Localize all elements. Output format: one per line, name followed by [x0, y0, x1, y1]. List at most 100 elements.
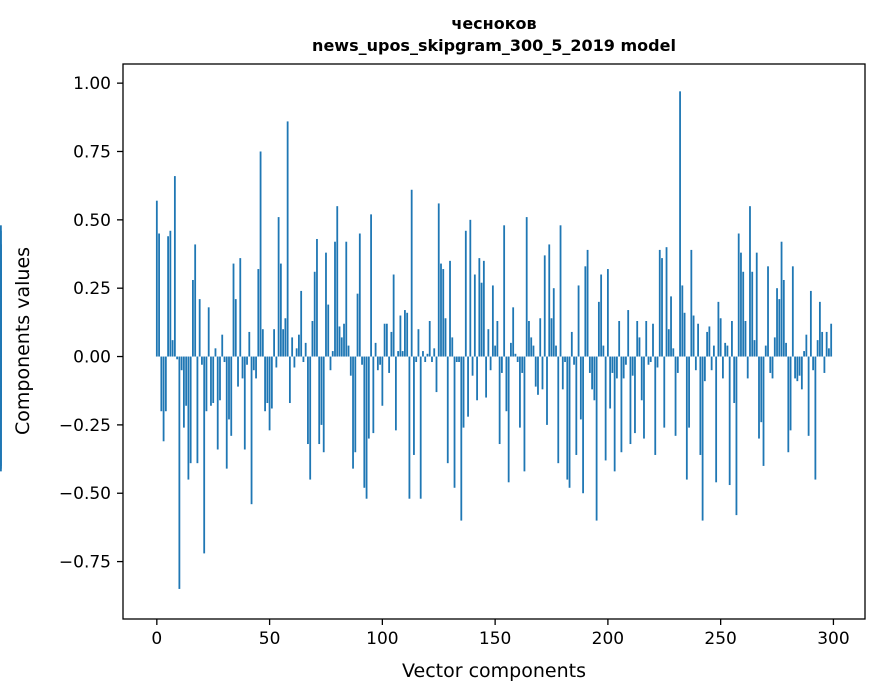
- bar-150: [494, 345, 497, 357]
- y-tick-label: 1.00: [73, 74, 111, 94]
- bar-156: [507, 356, 510, 483]
- bar-122: [431, 356, 433, 363]
- bar-118: [422, 351, 424, 357]
- bar-149: [491, 285, 494, 357]
- bar-16: [192, 279, 194, 357]
- bar-124: [435, 356, 438, 393]
- bar-73: [320, 356, 323, 425]
- bar-250: [719, 318, 722, 357]
- bar-33: [230, 356, 233, 436]
- bar-9: [176, 356, 179, 360]
- bar-216: [643, 356, 645, 439]
- bar-193: [591, 356, 593, 390]
- bar-102: [385, 323, 388, 357]
- bar-200: [606, 269, 609, 357]
- bar-1: [158, 233, 160, 357]
- bar-42: [250, 356, 253, 505]
- bar-43: [252, 356, 255, 371]
- bar-95: [370, 214, 372, 357]
- bar-111: [406, 312, 409, 357]
- bar-132: [453, 356, 456, 488]
- bar-8: [173, 176, 176, 357]
- bar-272: [769, 356, 772, 373]
- bar-266: [755, 252, 758, 357]
- bar-234: [683, 312, 686, 357]
- bar-159: [514, 353, 517, 357]
- bar-289: [807, 356, 810, 436]
- bar-238: [692, 315, 695, 357]
- bar-96: [372, 356, 375, 434]
- bar-131: [451, 337, 454, 357]
- bar-52: [273, 329, 275, 357]
- bar-219: [649, 356, 652, 363]
- bar-210: [629, 356, 632, 445]
- bar-39: [243, 356, 246, 450]
- bar-130: [449, 260, 451, 357]
- bar-133: [455, 356, 458, 363]
- bar-55: [279, 263, 282, 357]
- bar-179: [559, 225, 562, 357]
- bar-263: [749, 206, 751, 357]
- bar-103: [388, 356, 391, 373]
- bar-173: [546, 356, 548, 425]
- bar-32: [228, 356, 230, 420]
- bar-248: [715, 356, 718, 483]
- bar-29: [221, 334, 224, 357]
- bar-34: [232, 263, 235, 357]
- bar-281: [789, 356, 792, 431]
- bar-107: [397, 351, 400, 357]
- bar-83: [343, 323, 345, 357]
- bar-67: [307, 356, 309, 445]
- bar-168: [534, 356, 537, 387]
- bar-177: [555, 345, 557, 357]
- bar-252: [724, 342, 727, 357]
- bar-87: [352, 356, 354, 469]
- bar-287: [803, 351, 805, 357]
- bar-201: [609, 356, 612, 409]
- bar-192: [588, 356, 591, 373]
- bar-46: [259, 151, 262, 357]
- bar-20: [201, 356, 203, 365]
- bar-77: [329, 356, 332, 371]
- bar-255: [731, 321, 733, 357]
- bar-191: [586, 249, 589, 357]
- bar-38: [241, 356, 244, 379]
- bar-188: [579, 356, 582, 420]
- bar-0: [155, 200, 158, 357]
- x-tick-label: 100: [366, 629, 398, 649]
- bar-65: [302, 356, 305, 363]
- bar-286: [800, 356, 803, 390]
- bar-227: [667, 329, 670, 357]
- y-axis-ticks: −0.75 −0.50 −0.25 0.00 0.25 0.50 0.75 1.00: [59, 74, 123, 573]
- bar-280: [787, 356, 790, 453]
- bar-142: [476, 356, 478, 401]
- bar-82: [340, 337, 343, 357]
- bar-18: [196, 356, 199, 464]
- bar-137: [464, 230, 467, 357]
- bar-47: [261, 329, 264, 357]
- bar-66: [304, 342, 307, 357]
- bar-203: [613, 356, 616, 472]
- bar-299: [830, 323, 833, 357]
- bar-221: [654, 356, 657, 455]
- chart-title-line-1: чесноков: [451, 14, 536, 33]
- bar-40: [246, 356, 248, 365]
- bar-259: [740, 252, 742, 357]
- bar-244: [706, 331, 709, 357]
- bar-36: [237, 356, 239, 387]
- bar-275: [776, 288, 778, 357]
- bar-233: [681, 285, 684, 357]
- bar-31: [225, 356, 228, 469]
- bar-205: [618, 321, 621, 357]
- bar-146: [485, 356, 487, 398]
- bar-6: [169, 230, 172, 357]
- bar-41: [248, 331, 251, 357]
- bar-15: [189, 356, 192, 464]
- bar-89: [356, 293, 359, 357]
- bar-72: [318, 356, 321, 445]
- bar-158: [512, 307, 515, 357]
- bar-213: [636, 321, 639, 357]
- bar-7: [171, 340, 174, 357]
- bar-292: [814, 356, 817, 480]
